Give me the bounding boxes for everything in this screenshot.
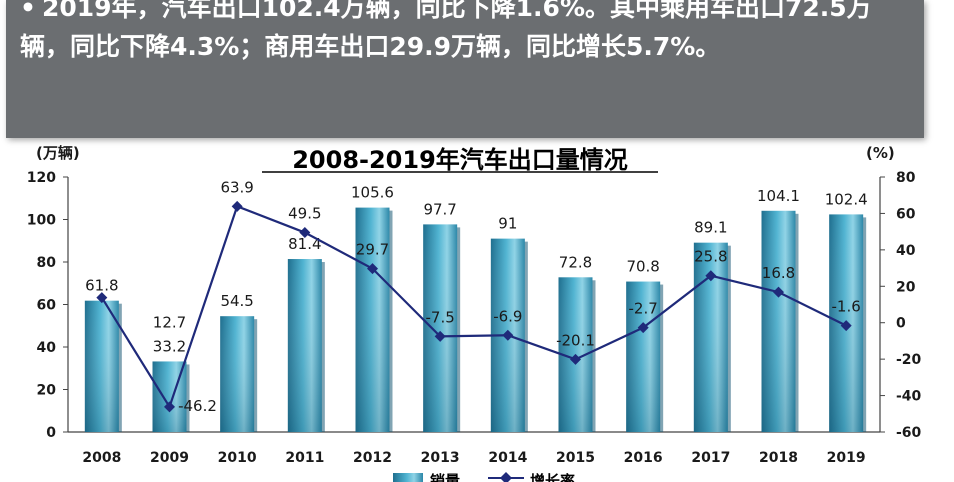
- growth-point-2009: [164, 401, 175, 413]
- right-tick-label: 20: [896, 279, 916, 295]
- summary-text: • 2019年，汽车出口102.4万辆，同比下降1.6%。其中乘用车出口72.5万…: [20, 0, 920, 66]
- growth-point-2015: [570, 353, 581, 365]
- right-tick-label: -20: [896, 352, 922, 368]
- legend-swatch-sales: [393, 473, 423, 482]
- growth-value-label: -2.7: [629, 300, 658, 318]
- growth-point-2018: [773, 286, 784, 298]
- right-tick-label: 80: [896, 170, 916, 186]
- category-label: 2015: [556, 450, 595, 466]
- bar-shade: [220, 316, 255, 432]
- left-tick-label: 20: [37, 383, 57, 399]
- right-tick-label: -60: [896, 425, 922, 441]
- bar-value-label: 91: [498, 215, 517, 233]
- category-label: 2013: [421, 450, 460, 466]
- bar-value-label: 89.1: [694, 219, 727, 237]
- bar-value-label: 72.8: [559, 253, 592, 271]
- bar-shade: [84, 300, 119, 432]
- category-label: 2011: [285, 450, 324, 466]
- bar-shade: [355, 207, 390, 432]
- growth-point-2017: [705, 270, 717, 282]
- growth-point-2012: [367, 263, 378, 275]
- growth-value-label: -7.5: [426, 308, 455, 326]
- chart-title: 2008-2019年汽车出口量情况: [292, 146, 628, 174]
- bar-shade: [423, 224, 458, 432]
- growth-point-2013: [434, 330, 446, 342]
- category-label: 2016: [624, 450, 663, 466]
- left-tick-label: 80: [37, 255, 57, 271]
- growth-point-2019: [840, 320, 852, 332]
- legend-diamond-icon: [500, 472, 512, 482]
- category-label: 2012: [353, 450, 392, 466]
- category-label: 2010: [218, 450, 257, 466]
- left-tick-label: 120: [27, 170, 56, 186]
- growth-point-2011: [299, 227, 311, 239]
- extra-value-label: 12.7: [153, 313, 186, 331]
- growth-point-2014: [502, 329, 514, 341]
- growth-value-label: 25.8: [694, 248, 727, 266]
- growth-value-label: 49.5: [288, 205, 321, 223]
- bar-value-label: 70.8: [626, 258, 659, 276]
- right-tick-label: 0: [896, 316, 906, 332]
- category-label: 2017: [691, 450, 730, 466]
- left-axis-unit: (万辆): [36, 144, 80, 162]
- right-tick-label: 60: [896, 206, 916, 222]
- growth-value-label: -46.2: [178, 397, 217, 415]
- axes: 0 20 40 60 80 100 120 -60 -40 -20 0 20 40 60 80: [27, 170, 922, 441]
- left-tick-label: 60: [37, 298, 57, 314]
- legend: 销量 增长率: [393, 472, 575, 482]
- left-tick-label: 0: [46, 425, 56, 441]
- bar-shade: [287, 259, 322, 432]
- category-label: 2009: [150, 450, 189, 466]
- growth-point-2016: [637, 322, 649, 334]
- bullet-glyph: •: [20, 0, 36, 22]
- bar-value-label: 105.6: [351, 184, 394, 202]
- legend-label-sales: 销量: [430, 472, 460, 482]
- bar-value-label: 104.1: [757, 187, 800, 205]
- growth-value-label: 16.8: [762, 264, 795, 282]
- growth-point-2010: [231, 200, 243, 212]
- right-axis-unit: (%): [866, 144, 895, 162]
- line-series: -46.2 63.9 49.5 29.7 -7.5 -6.9 -20.1 -2.7 25.8 16…: [96, 178, 861, 415]
- summary-banner: • 2019年，汽车出口102.4万辆，同比下降1.6%。其中乘用车出口72.5万…: [6, 0, 924, 138]
- bar-value-label: 81.4: [288, 235, 321, 253]
- right-tick-label: 40: [896, 243, 916, 259]
- growth-line: [100, 204, 847, 410]
- left-tick-label: 40: [37, 340, 57, 356]
- category-label: 2008: [82, 450, 121, 466]
- bar-shade: [626, 281, 661, 432]
- category-label: 2019: [827, 450, 866, 466]
- left-tick-label: 100: [27, 213, 56, 229]
- bar-value-label: 54.5: [220, 292, 253, 310]
- category-labels: 2008 2009 2010 2011 2012 2013 2014 2015 2016 2017…: [82, 450, 865, 466]
- summary-sentence: 2019年，汽车出口102.4万辆，同比下降1.6%。其中乘用车出口72.5万辆…: [20, 0, 872, 61]
- growth-value-label: 63.9: [220, 178, 253, 196]
- bar-shade: [761, 210, 796, 432]
- bar-value-label: 61.8: [85, 277, 118, 295]
- growth-value-label: -6.9: [493, 307, 522, 325]
- bar-labels: 61.8 33.2 54.5 81.4 105.6 97.7 91 72.8 70.8 89.1 1…: [85, 184, 868, 356]
- right-tick-label: -40: [896, 389, 922, 405]
- category-label: 2014: [488, 450, 527, 466]
- growth-value-label: -1.6: [832, 298, 861, 316]
- bar-value-label: 97.7: [423, 200, 456, 218]
- growth-value-label: 29.7: [356, 241, 389, 259]
- growth-point-2008: [96, 292, 108, 304]
- growth-value-label: -20.1: [556, 331, 595, 349]
- bar-value-label: 102.4: [825, 190, 868, 208]
- legend-label-growth: 增长率: [530, 472, 575, 482]
- bar-value-label: 33.2: [153, 337, 186, 355]
- category-label: 2018: [759, 450, 798, 466]
